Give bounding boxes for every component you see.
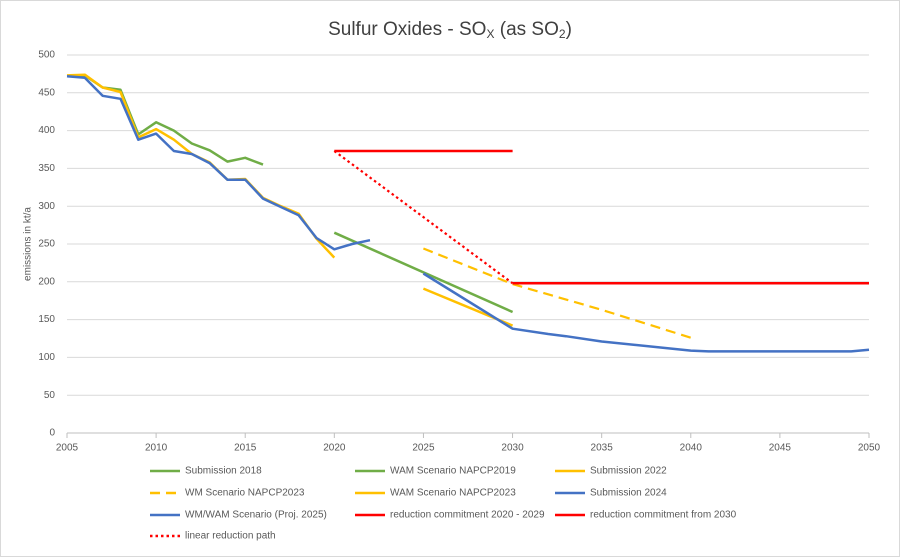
x-tick-label: 2020 — [323, 443, 346, 454]
x-tick-label: 2005 — [56, 443, 79, 454]
title-part: ) — [566, 19, 572, 40]
title-part: Sulfur Oxides - SO — [328, 19, 486, 40]
legend-label: reduction commitment from 2030 — [590, 510, 737, 521]
y-tick-label: 300 — [38, 201, 55, 212]
x-tick-label: 2050 — [858, 443, 881, 454]
x-tick-label: 2010 — [145, 443, 168, 454]
y-tick-label: 500 — [38, 50, 55, 61]
x-tick-label: 2025 — [412, 443, 435, 454]
y-tick-label: 250 — [38, 239, 55, 250]
y-tick-label: 0 — [49, 428, 55, 439]
y-tick-label: 350 — [38, 163, 55, 174]
x-tick-label: 2035 — [591, 443, 614, 454]
y-tick-label: 450 — [38, 87, 55, 98]
series-line — [422, 272, 870, 353]
y-tick-label: 150 — [38, 314, 55, 325]
legend-label: WM Scenario NAPCP2023 — [185, 488, 305, 499]
series-line — [333, 231, 514, 314]
legend-label: Submission 2024 — [590, 488, 667, 499]
y-tick-label: 400 — [38, 125, 55, 136]
legend-label: Submission 2022 — [590, 466, 667, 477]
legend-label: WAM Scenario NAPCP2023 — [390, 488, 516, 499]
legend-label: WM/WAM Scenario (Proj. 2025) — [185, 510, 327, 521]
y-axis-label: emissions in kt/a — [23, 207, 34, 281]
x-tick-label: 2040 — [680, 443, 703, 454]
title-part: X — [486, 27, 494, 41]
series-line — [66, 74, 371, 251]
series-line — [422, 247, 692, 339]
y-tick-label: 200 — [38, 276, 55, 287]
legend-label: reduction commitment 2020 - 2029 — [390, 510, 545, 521]
legend-label: Submission 2018 — [185, 466, 262, 477]
legend-label: linear reduction path — [185, 531, 276, 542]
y-tick-label: 50 — [44, 390, 56, 401]
y-tick-label: 100 — [38, 352, 55, 363]
x-tick-label: 2045 — [769, 443, 792, 454]
title-part: (as SO — [494, 19, 558, 40]
x-tick-label: 2030 — [501, 443, 524, 454]
chart-title: Sulfur Oxides - SOX (as SO2) — [328, 19, 572, 41]
series-line — [333, 150, 514, 285]
x-tick-label: 2015 — [234, 443, 257, 454]
title-part: 2 — [559, 27, 566, 41]
legend-label: WAM Scenario NAPCP2019 — [390, 466, 516, 477]
